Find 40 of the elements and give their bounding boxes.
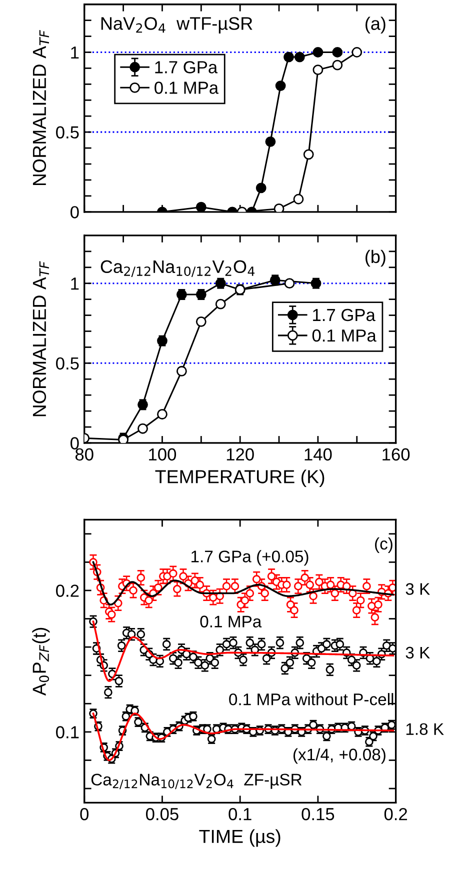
y-tick-label: 0 [70,437,79,450]
annotation: (a) [366,16,386,34]
y-axis-title: NORMALIZED A$_{TF}$ [32,261,49,416]
x-axis-title: TEMPERATURE (K) [155,470,324,488]
x-tick-label: 120 [226,448,254,461]
legend-label: 0.1 MPa [154,82,219,94]
x-tick-label: 100 [149,448,176,461]
text: 1.8 K [406,723,444,735]
y-tick-label: 0 [70,206,79,218]
y-tick-label: 1 [71,278,79,290]
x-tick-label: 0.1 [228,808,252,820]
y-tick-label: 0.2 [56,584,79,597]
annotation: (c) [375,537,392,553]
legend-label: 0.1 MPa [312,329,376,342]
x-tick-label: 0.05 [146,808,178,820]
annotation: (x1/4, +0.08) [293,748,386,764]
y-tick-label: 0.1 [56,726,79,738]
annotation: (b) [366,250,386,267]
x-tick-label: 0.15 [302,808,334,820]
text: Ca$_{2/12}$Na$_{10/12}$V$_{2}$O$_{4}$ ZF-µSR [91,774,302,790]
legend-label: 1.7 GPa [313,308,376,322]
x-axis-title: TIME (µs) [199,829,280,847]
annotation: 1.7 GPa (+0.05) [192,550,308,566]
x-tick-label: 140 [304,448,332,461]
x-tick-label: 0.2 [384,808,408,820]
y-axis-title: A$_{0}$P$_{ZF}$(t) [32,628,50,696]
annotation: 0.1 MPa without P-cell [229,693,394,706]
text: 3 K [406,646,430,659]
y-tick-label: 1 [71,46,79,59]
annotation: NaV$_{2}$O$_{4}$ wTF-µSR [101,17,252,34]
y-tick-label: 0.5 [56,357,79,370]
y-tick-label: 0.5 [56,126,79,139]
annotation: Ca$_{2/12}$Na$_{10/12}$V$_{2}$O$_{4}$ [100,260,255,278]
x-tick-label: 0 [80,808,89,820]
y-axis-title: NORMALIZED A$_{TF}$ [32,30,49,186]
x-tick-label: 160 [382,448,410,461]
x-tick-label: 80 [75,448,94,461]
annotation: 0.1 MPa [200,616,262,628]
legend-label: 1.7 GPa [155,61,218,74]
text: 3 K [406,583,430,595]
